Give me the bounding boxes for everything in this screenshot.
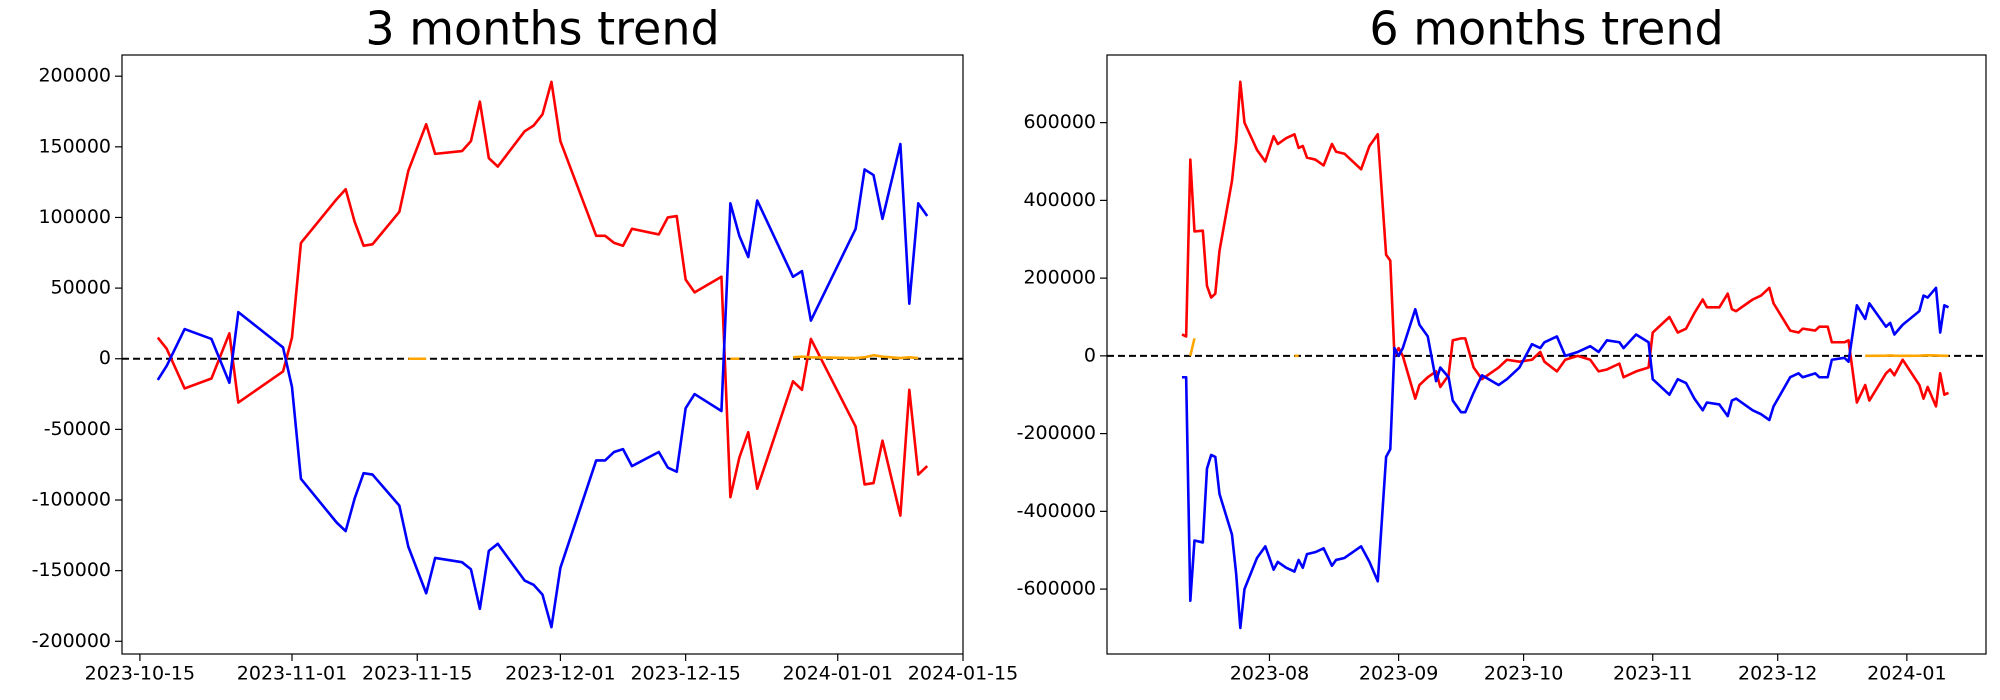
series-line — [156, 80, 929, 517]
y-tick-label: -150000 — [32, 559, 111, 581]
y-tick-label: -200000 — [32, 630, 111, 652]
y-tick-label: 0 — [99, 347, 111, 369]
x-tick-label: 2024-01 — [1867, 663, 1946, 685]
y-tick-label: 50000 — [51, 277, 111, 299]
x-tick-label: 2023-10 — [1484, 663, 1563, 685]
series-line — [408, 353, 919, 361]
y-tick-label: -400000 — [1017, 500, 1096, 522]
x-tick-label: 2023-10-15 — [85, 663, 195, 685]
plot: 3 months trend -200000 -150000 -100000 -5000… — [32, 2, 1019, 685]
y-tick-label: 0 — [1084, 344, 1096, 366]
x-tick-label: 2024-01-15 — [908, 663, 1018, 685]
series-line — [156, 142, 929, 629]
y-tick-label: -100000 — [32, 489, 111, 511]
y-tick-label: 200000 — [38, 65, 111, 87]
y-tick-label: -50000 — [44, 418, 111, 440]
series-line — [1181, 286, 1950, 630]
x-tick-label: 2023-12 — [1738, 663, 1817, 685]
x-tick-label: 2023-11-15 — [362, 663, 472, 685]
chart-title: 6 months trend — [1369, 2, 1723, 56]
y-tick-label: 100000 — [38, 206, 111, 228]
plot: 6 months trend -600000 -400000 -200000 0 2000… — [1017, 2, 1987, 685]
axes-frame — [1106, 54, 1987, 655]
y-tick-label: -600000 — [1017, 578, 1096, 600]
y-tick-label: -200000 — [1017, 422, 1096, 444]
axes-frame — [121, 54, 964, 655]
x-tick-label: 2023-12-15 — [630, 663, 740, 685]
x-tick-label: 2023-11-01 — [237, 663, 347, 685]
series-line — [1181, 80, 1950, 408]
x-tick-label: 2023-11 — [1613, 663, 1692, 685]
y-tick-label: 150000 — [38, 135, 111, 157]
y-tick-label: 200000 — [1023, 267, 1096, 289]
y-tick-label: 600000 — [1023, 111, 1096, 133]
chart-title: 3 months trend — [365, 2, 719, 56]
x-tick-label: 2023-09 — [1359, 663, 1438, 685]
series-line — [1189, 338, 1949, 358]
x-tick-label: 2023-08 — [1230, 663, 1309, 685]
x-tick-label: 2024-01-01 — [783, 663, 893, 685]
x-tick-label: 2023-12-01 — [505, 663, 615, 685]
y-tick-label: 400000 — [1023, 189, 1096, 211]
